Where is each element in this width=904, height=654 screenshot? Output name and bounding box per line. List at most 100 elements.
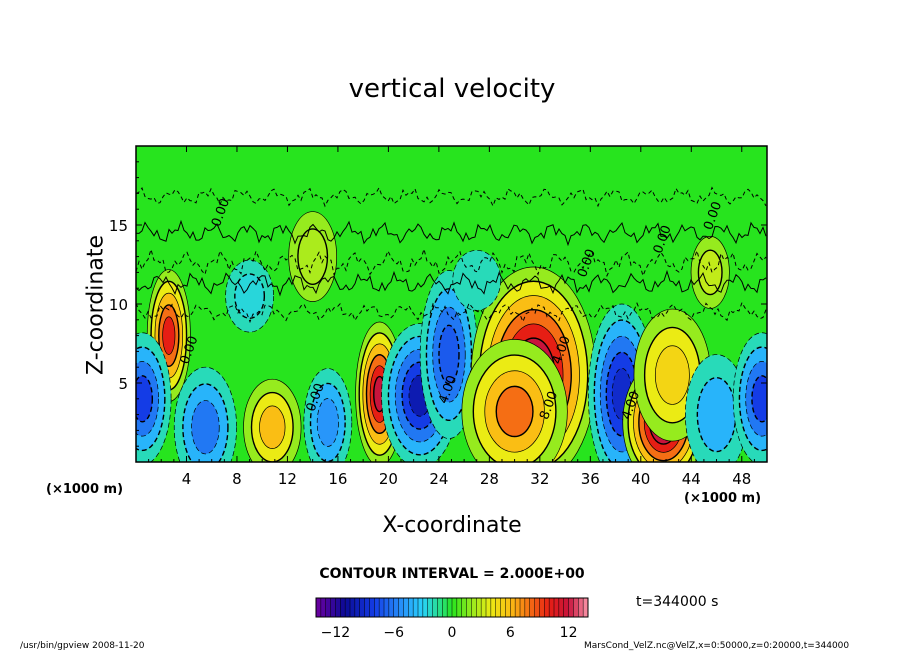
contour-level [495, 385, 534, 438]
heatmap-field: 0.000.000.00 4.004.008.00 4.000.000.000.00 [136, 186, 767, 462]
colorbar-cell [320, 598, 327, 617]
time-label: t=344000 s [636, 594, 719, 610]
colorbar-cell [573, 598, 579, 617]
contour-level [697, 249, 723, 296]
x-unit-label-right: (×1000 m) [684, 491, 762, 506]
colorbar-cell [354, 598, 361, 617]
y-tick-label: 10 [109, 296, 128, 314]
colorbar-cell [427, 598, 433, 617]
colorbar-cell [461, 598, 467, 617]
colorbar-cell [374, 598, 380, 617]
heatmap-feature [461, 339, 568, 462]
x-tick-label: 8 [232, 470, 242, 488]
colorbar-cell [388, 598, 395, 617]
colorbar-frame [315, 597, 589, 618]
colorbar-cell [568, 598, 574, 617]
heatmap-feature [225, 259, 274, 333]
x-tick-label: 36 [581, 470, 600, 488]
colorbar-cell [432, 598, 438, 617]
x-unit-label-left: (×1000 m) [46, 482, 124, 497]
colorbar-cell [413, 598, 419, 617]
colorbar-cell [418, 598, 424, 617]
colorbar-cell [583, 598, 589, 617]
colorbar-tick-label: 6 [506, 625, 515, 641]
chart-title: vertical velocity [348, 74, 556, 104]
colorbar-cell [350, 598, 356, 617]
colorbar-cell [476, 598, 482, 617]
colorbar: −12 −6 0 6 12 [315, 597, 589, 641]
colorbar-cell [549, 598, 555, 617]
contour-level [162, 316, 176, 355]
colorbar-cell [524, 598, 531, 617]
x-tick-label: 12 [278, 470, 297, 488]
contour-level [259, 405, 286, 449]
contour-level [136, 375, 154, 423]
colorbar-cell [510, 598, 516, 617]
contour-level [654, 345, 690, 405]
colorbar-cell [325, 598, 331, 617]
colorbar-cell [534, 598, 540, 617]
colorbar-tick-label: −6 [383, 625, 404, 641]
x-axis-label: X-coordinate [382, 513, 522, 538]
colorbar-cell [520, 598, 526, 617]
contour-line [136, 301, 767, 324]
colorbar-cell [544, 598, 550, 617]
x-tick-label: 44 [682, 470, 701, 488]
colorbar-cell [408, 598, 414, 617]
colorbar-cell [340, 598, 346, 617]
x-tick-label: 24 [429, 470, 448, 488]
colorbar-cell [447, 598, 453, 617]
heatmap-feature [173, 366, 237, 462]
x-tick-label: 16 [328, 470, 347, 488]
heatmap-feature [732, 332, 767, 462]
x-tick-label: 28 [480, 470, 499, 488]
colorbar-cell [316, 598, 322, 617]
colorbar-cell [490, 598, 497, 617]
contour-level [191, 400, 220, 455]
colorbar-tick-label: 0 [448, 625, 457, 641]
heatmap-feature [243, 378, 302, 462]
colorbar-cell [563, 598, 569, 617]
colorbar-cell [456, 598, 463, 617]
x-tick-label: 32 [530, 470, 549, 488]
x-tick-label: 20 [379, 470, 398, 488]
colorbar-cell [452, 598, 458, 617]
colorbar-cell [379, 598, 385, 617]
colorbar-cell [364, 598, 370, 617]
y-tick-label: 15 [109, 217, 128, 235]
contour-line [136, 247, 767, 278]
colorbar-cell [442, 598, 448, 617]
colorbar-cell [558, 598, 565, 617]
colorbar-tick-label: 12 [560, 625, 578, 641]
colorbar-cell [422, 598, 429, 617]
contour-level [234, 273, 266, 319]
y-tick-label: 5 [118, 375, 128, 393]
colorbar-cell [486, 598, 492, 617]
colorbar-cell [393, 598, 399, 617]
heatmap-feature [303, 368, 353, 462]
x-tick-label: 40 [631, 470, 650, 488]
colorbar-cell [466, 598, 472, 617]
colorbar-cell [578, 598, 584, 617]
colorbar-cell [403, 598, 409, 617]
colorbar-cell [495, 598, 501, 617]
colorbar-cell [539, 598, 545, 617]
heatmap-feature [690, 236, 730, 309]
contour-line [136, 219, 767, 247]
colorbar-cell [359, 598, 365, 617]
contour-level [751, 375, 767, 423]
colorbar-cell [398, 598, 404, 617]
colorbar-cell [471, 598, 477, 617]
colorbar-cell [515, 598, 521, 617]
colorbar-cell [369, 598, 375, 617]
heatmap-feature [288, 211, 338, 302]
colorbar-cell [384, 598, 390, 617]
contour-interval-label: CONTOUR INTERVAL = 2.000E+00 [319, 566, 585, 582]
colorbar-cell [529, 598, 535, 617]
colorbar-cell [437, 598, 443, 617]
contour-level [696, 376, 737, 453]
contour-level [438, 324, 460, 385]
heatmap-feature [136, 332, 172, 462]
footer-data-source: MarsCond_VelZ.nc@VelZ,x=0:50000,z=0:2000… [584, 641, 850, 651]
